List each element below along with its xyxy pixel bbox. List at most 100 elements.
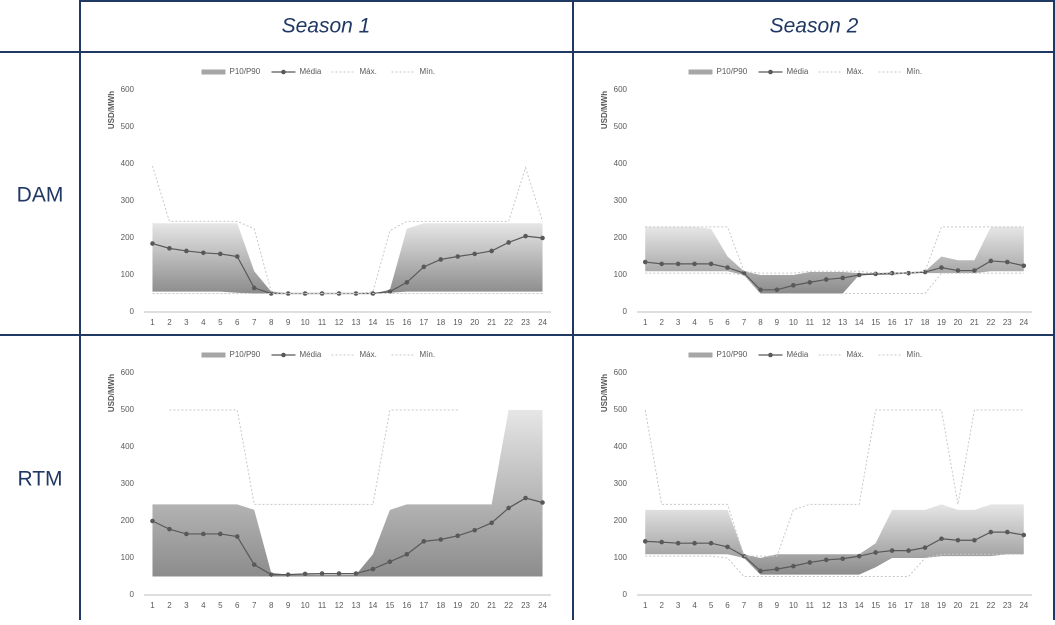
mean-marker <box>939 536 944 542</box>
mean-marker <box>988 529 994 535</box>
y-tick-label: 200 <box>121 516 135 525</box>
mean-marker <box>1005 529 1010 535</box>
mean-marker <box>218 531 223 537</box>
mean-marker <box>823 277 829 282</box>
x-tick-label: 23 <box>521 601 530 610</box>
mean-marker <box>856 553 862 559</box>
legend-label: P10/P90 <box>230 67 261 76</box>
mean-marker <box>922 269 928 275</box>
x-tick-label: 1 <box>643 318 648 327</box>
mean-marker <box>421 264 427 270</box>
mean-marker <box>659 261 664 267</box>
x-tick-label: 14 <box>368 601 377 610</box>
x-tick-label: 16 <box>402 601 411 610</box>
x-tick-label: 24 <box>1019 601 1028 610</box>
mean-marker <box>438 537 444 542</box>
mean-marker <box>489 520 494 526</box>
x-tick-label: 12 <box>822 601 831 610</box>
mean-marker <box>472 527 477 533</box>
y-tick-label: 500 <box>614 122 628 131</box>
x-tick-label: 9 <box>286 318 291 327</box>
x-tick-label: 4 <box>201 318 206 327</box>
x-tick-label: 23 <box>521 318 530 327</box>
legend-label: P10/P90 <box>717 350 748 359</box>
x-tick-label: 7 <box>742 318 747 327</box>
legend-label: Média <box>787 67 809 76</box>
x-tick-label: 6 <box>725 318 730 327</box>
x-tick-label: 11 <box>318 601 327 610</box>
x-tick-label: 8 <box>758 601 763 610</box>
x-tick-label: 13 <box>838 601 847 610</box>
y-tick-label: 400 <box>614 159 628 168</box>
x-tick-label: 15 <box>871 601 880 610</box>
row-header: DAM <box>17 184 64 207</box>
y-tick-label: 200 <box>614 233 628 242</box>
y-tick-label: 500 <box>614 405 628 414</box>
legend-marker <box>281 352 286 358</box>
x-tick-label: 13 <box>838 318 847 327</box>
y-tick-label: 100 <box>614 553 628 562</box>
mean-marker <box>455 533 461 539</box>
mean-marker <box>692 540 697 546</box>
mean-marker <box>791 563 796 569</box>
x-tick-label: 21 <box>487 601 496 610</box>
x-tick-label: 24 <box>538 601 547 610</box>
x-tick-label: 9 <box>286 601 291 610</box>
x-tick-label: 3 <box>676 318 681 327</box>
x-tick-label: 22 <box>986 601 995 610</box>
mean-marker <box>972 268 977 273</box>
mean-marker <box>404 280 410 285</box>
limit-line <box>645 553 1024 577</box>
x-tick-label: 14 <box>855 601 864 610</box>
y-tick-label: 300 <box>614 479 628 488</box>
mean-marker <box>234 254 240 259</box>
mean-marker <box>540 500 545 505</box>
mean-marker <box>268 291 274 296</box>
p10-p90-band <box>645 504 1024 575</box>
mean-line <box>152 497 543 576</box>
mean-marker <box>758 568 763 574</box>
mean-marker <box>1005 259 1010 265</box>
x-tick-label: 11 <box>318 318 327 327</box>
mean-marker <box>889 548 895 553</box>
y-tick-label: 300 <box>121 479 135 488</box>
x-tick-label: 5 <box>218 601 223 610</box>
x-tick-label: 20 <box>470 318 479 327</box>
mean-marker <box>285 291 291 296</box>
legend-label: P10/P90 <box>717 67 748 76</box>
mean-line <box>645 260 1024 291</box>
limit-line <box>644 409 1024 557</box>
x-tick-label: 2 <box>167 601 172 610</box>
x-tick-label: 7 <box>742 601 747 610</box>
mean-marker <box>758 287 763 293</box>
mean-marker <box>741 270 747 276</box>
legend-marker <box>768 352 773 358</box>
mean-marker <box>988 258 994 264</box>
x-tick-label: 2 <box>659 318 664 327</box>
x-tick-label: 10 <box>301 601 310 610</box>
x-tick-label: 17 <box>904 601 913 610</box>
mean-marker <box>523 233 528 239</box>
x-tick-label: 15 <box>385 601 394 610</box>
x-tick-label: 14 <box>855 318 864 327</box>
x-tick-label: 4 <box>201 601 206 610</box>
mean-marker <box>438 257 444 262</box>
mean-marker <box>472 251 477 257</box>
x-tick-label: 21 <box>970 318 979 327</box>
legend-label: Mín. <box>420 350 436 359</box>
mean-marker <box>791 283 796 288</box>
mean-marker <box>167 526 172 532</box>
x-tick-label: 13 <box>352 601 361 610</box>
legend-label: Mín. <box>420 67 436 76</box>
x-tick-label: 16 <box>888 601 897 610</box>
legend-label: Máx. <box>360 67 377 76</box>
x-tick-label: 8 <box>269 318 274 327</box>
y-axis-label: USD/MWh <box>107 374 116 412</box>
y-axis-label: USD/MWh <box>600 91 609 129</box>
x-tick-label: 23 <box>1003 601 1012 610</box>
x-tick-label: 13 <box>352 318 361 327</box>
mean-marker <box>955 537 961 543</box>
limit-line <box>645 272 1024 294</box>
